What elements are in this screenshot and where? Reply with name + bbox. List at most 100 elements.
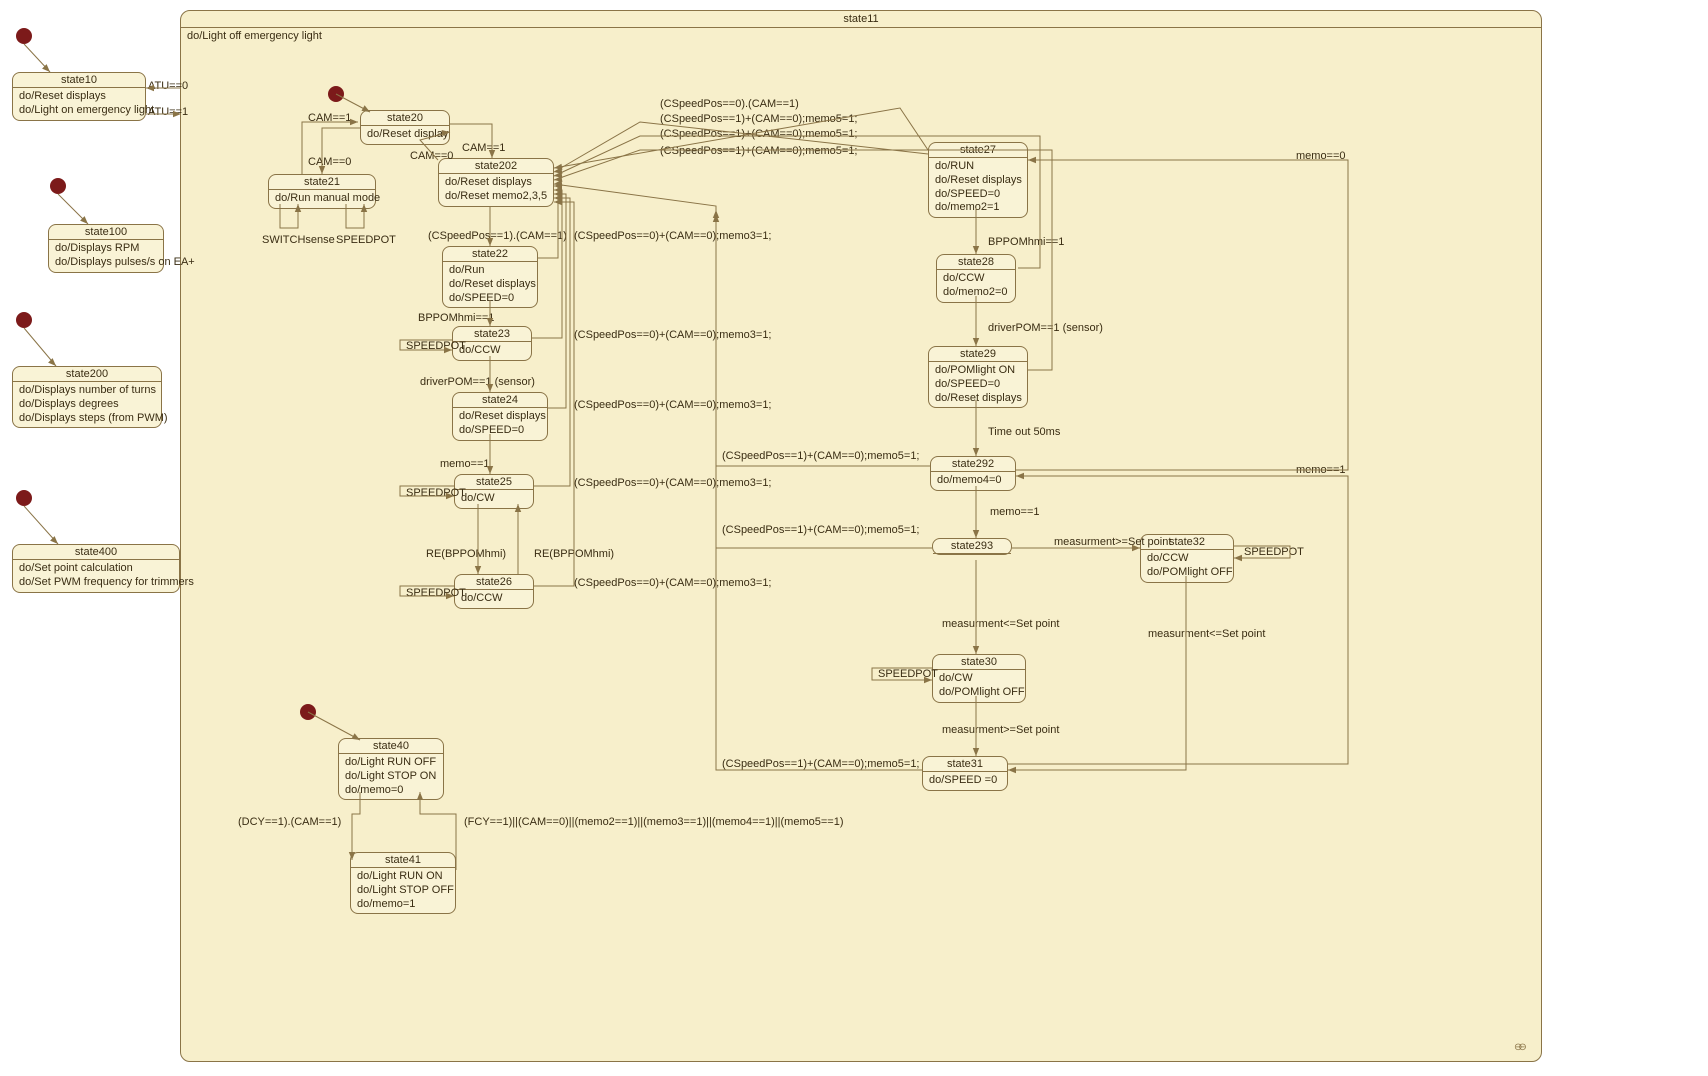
edge-2 (24, 328, 56, 366)
transition-label-r24: (CSpeedPos==0)+(CAM==0);memo3=1; (574, 399, 772, 411)
state-title: state10 (13, 73, 145, 88)
transition-label-drv_l: driverPOM==1 (sensor) (420, 376, 535, 388)
state-title: state20 (361, 111, 449, 126)
transition-label-mge_dn: measurment>=Set point (942, 724, 1059, 736)
state-body: do/SPEED =0 (923, 772, 1007, 790)
state-s29: state29do/POMlight ONdo/SPEED=0do/Reset … (928, 346, 1028, 408)
state-body: do/CCWdo/POMlight OFF (1141, 550, 1233, 582)
transition-label-memo0: memo==0 (1296, 150, 1346, 162)
transition-label-cam1_up: CAM==1 (308, 112, 351, 124)
initial-state-i20 (328, 86, 344, 102)
state-body-line: do/Displays number of turns (19, 384, 155, 398)
state-body: do/Reset display (361, 126, 449, 144)
state-s10: state10 do/Reset displaysdo/Light on emer… (12, 72, 146, 121)
state-s400: state400do/Set point calculationdo/Set P… (12, 544, 180, 593)
transition-label-re2: RE(BPPOMhmi) (534, 548, 614, 560)
state-body-line: do/RUN (935, 160, 1021, 174)
state-s292: state292do/memo4=0 (930, 456, 1016, 491)
transition-label-memo_r: memo==1 (990, 506, 1040, 518)
transition-label-top3: (CSpeedPos==1)+(CAM==0);memo5=1; (660, 128, 858, 140)
transition-label-cam1_right: CAM==1 (462, 142, 505, 154)
state-body-line: do/POMlight OFF (939, 686, 1019, 700)
transition-label-r22: (CSpeedPos==0)+(CAM==0);memo3=1; (574, 230, 772, 242)
transition-label-mle_r: measurment<=Set point (1148, 628, 1265, 640)
state-title: state25 (455, 475, 533, 490)
state-title: state26 (455, 575, 533, 590)
state-s30: state30 do/CWdo/POMlight OFF (932, 654, 1026, 703)
state-body-line: do/Run manual mode (275, 192, 369, 206)
state-body-line: do/CCW (461, 592, 527, 606)
transition-label-memo1: memo==1 (1296, 464, 1346, 476)
state-body-line: do/Reset displays (459, 410, 541, 424)
state-body-line: do/memo4=0 (937, 474, 1009, 488)
state-body-line: do/SPEED=0 (935, 188, 1021, 202)
state-s40: state40do/Light RUN OFFdo/Light STOP ONd… (338, 738, 444, 800)
state-s293: state293 (932, 538, 1012, 555)
state-s202: state202do/Reset displaysdo/Reset memo2,… (438, 158, 554, 207)
state-body-line: do/Light STOP OFF (357, 884, 449, 898)
state-title: state40 (339, 739, 443, 754)
state-body: do/Rundo/Reset displaysdo/SPEED=0 (443, 262, 537, 307)
state-body-line: do/Light on emergency light (19, 104, 139, 118)
state-body-line: do/Displays steps (from PWM) (19, 412, 155, 426)
state-title: state202 (439, 159, 553, 174)
state-title: state30 (933, 655, 1025, 670)
state-title: state24 (453, 393, 547, 408)
transition-label-m5_31: (CSpeedPos==1)+(CAM==0);memo5=1; (722, 758, 920, 770)
state-body-line: do/Reset displays (445, 176, 547, 190)
state-body-line: do/CW (939, 672, 1019, 686)
state-title: state200 (13, 367, 161, 382)
state-body-line: do/Light RUN ON (357, 870, 449, 884)
state-body: do/RUNdo/Reset displaysdo/SPEED=0do/memo… (929, 158, 1027, 217)
transition-label-sp30: SPEEDPOT (878, 668, 938, 680)
transition-label-cam0_dn: CAM==0 (308, 156, 351, 168)
state-body-line: do/CW (461, 492, 527, 506)
state-body-line: do/Light RUN OFF (345, 756, 437, 770)
state-body-line: do/Set point calculation (19, 562, 173, 576)
transition-label-memo_l: memo==1 (440, 458, 490, 470)
transition-label-sp32: SPEEDPOT (1244, 546, 1304, 558)
state-body-line: do/POMlight ON (935, 364, 1021, 378)
state-body-line: do/Reset displays (19, 90, 139, 104)
state-title: state293 (933, 539, 1011, 554)
state-body-line: do/Run (449, 264, 531, 278)
edge-arrow-1 (80, 216, 88, 224)
state-body: do/CCW (455, 590, 533, 608)
transition-label-sp25: SPEEDPOT (406, 487, 466, 499)
state-s41: state41do/Light RUN ONdo/Light STOP OFFd… (350, 852, 456, 914)
state-body-line: do/Light STOP ON (345, 770, 437, 784)
transition-label-sw: SWITCHsense (262, 234, 335, 246)
transition-label-top2: (CSpeedPos==1)+(CAM==0);memo5=1; (660, 113, 858, 125)
transition-label-bpp_r: BPPOMhmi==1 (988, 236, 1064, 248)
state-body-line: do/SPEED=0 (459, 424, 541, 438)
state-s20: state20do/Reset display (360, 110, 450, 145)
state-body-line: do/Reset displays (935, 174, 1021, 188)
state-body: do/Displays number of turnsdo/Displays d… (13, 382, 161, 427)
transition-label-mge_r: measurment>=Set point (1054, 536, 1171, 548)
state-title: state41 (351, 853, 455, 868)
state-title: state29 (929, 347, 1027, 362)
transition-label-top4: (CSpeedPos==1)+(CAM==0);memo5=1; (660, 145, 858, 157)
state-body: do/Reset displaysdo/SPEED=0 (453, 408, 547, 440)
state-s200: state200do/Displays number of turnsdo/Di… (12, 366, 162, 428)
initial-state-i10 (16, 28, 32, 44)
edge-arrow-2 (48, 358, 56, 366)
transition-label-sp23: SPEEDPOT (406, 340, 466, 352)
state-body: do/Light RUN ONdo/Light STOP OFFdo/memo=… (351, 868, 455, 913)
transition-label-r26: (CSpeedPos==0)+(CAM==0);memo3=1; (574, 577, 772, 589)
state-s24: state24do/Reset displaysdo/SPEED=0 (452, 392, 548, 441)
state-body-line: do/memo2=0 (943, 286, 1009, 300)
transition-label-dcy: (DCY==1).(CAM==1) (238, 816, 341, 828)
state-body: do/Reset displaysdo/Reset memo2,3,5 (439, 174, 553, 206)
state-body: do/CW (455, 490, 533, 508)
transition-label-drv_r: driverPOM==1 (sensor) (988, 322, 1103, 334)
state-body-line: do/memo2=1 (935, 201, 1021, 215)
state-body-line: do/Displays RPM (55, 242, 157, 256)
transition-label-fcy: (FCY==1)||(CAM==0)||(memo2==1)||(memo3==… (464, 816, 843, 828)
transition-label-m5_293: (CSpeedPos==1)+(CAM==0);memo5=1; (722, 524, 920, 536)
state-title: state21 (269, 175, 375, 190)
transition-label-m5_292: (CSpeedPos==1)+(CAM==0);memo5=1; (722, 450, 920, 462)
edge-3 (24, 506, 58, 544)
transition-label-msp_dn: measurment<=Set point (942, 618, 1059, 630)
transition-label-bpp_l: BPPOMhmi==1 (418, 312, 494, 324)
